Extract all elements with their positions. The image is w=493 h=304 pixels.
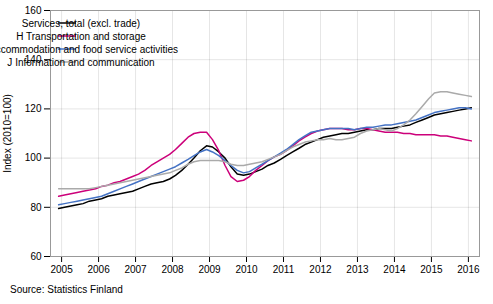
svg-text:2010: 2010 [235,264,258,275]
svg-text:100: 100 [25,152,42,163]
svg-text:2007: 2007 [124,264,147,275]
svg-text:2008: 2008 [161,264,184,275]
svg-text:2006: 2006 [87,264,110,275]
svg-text:160: 160 [25,5,42,16]
svg-text:2015: 2015 [420,264,443,275]
svg-text:2012: 2012 [309,264,332,275]
html-text:Source: Statistics Finland: Source: Statistics Finland [10,284,123,295]
svg-text:Services, total (excl. trade): Services, total (excl. trade) [22,18,140,29]
svg-text:80: 80 [30,202,42,213]
svg-text:2014: 2014 [383,264,406,275]
svg-text:2013: 2013 [346,264,369,275]
svg-text:2009: 2009 [198,264,221,275]
svg-text:2005: 2005 [50,264,73,275]
svg-text:2016: 2016 [457,264,480,275]
svg-text:H Transportation and storage: H Transportation and storage [16,31,146,42]
svg-text:120: 120 [25,103,42,114]
svg-text:2011: 2011 [273,264,295,275]
svg-text:Index (2010=100): Index (2010=100) [2,94,13,173]
svg-text:60: 60 [30,251,42,262]
svg-text:J Information and communicatio: J Information and communication [7,57,154,68]
svg-text:I Accommodation and food servi: I Accommodation and food service activit… [0,44,178,55]
